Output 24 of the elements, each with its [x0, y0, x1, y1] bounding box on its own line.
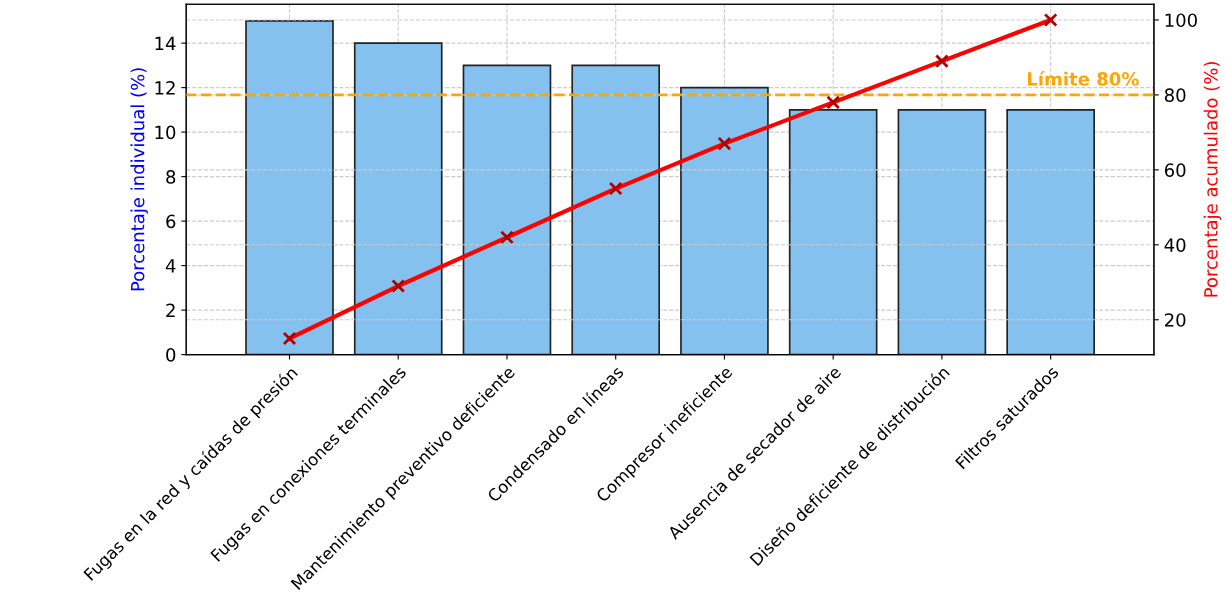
y2-tick-label: 100 — [1165, 13, 1197, 28]
bar — [571, 64, 661, 355]
y2-tick-label: 40 — [1164, 238, 1186, 252]
y-tick-label: 12 — [155, 81, 175, 95]
y2-tick-label: 20 — [1165, 313, 1186, 327]
y2-axis-title: Porcentaje acumulado (%) — [1203, 62, 1222, 297]
bar — [353, 42, 443, 355]
y-tick-label: 4 — [165, 259, 176, 273]
y-tick-label: 6 — [166, 214, 176, 229]
y-tick-label: 10 — [155, 125, 176, 140]
bar — [788, 109, 878, 355]
bar — [680, 86, 769, 355]
y2-tick-label: 60 — [1164, 163, 1186, 177]
y-axis-title: Porcentaje individual (%) — [130, 68, 148, 291]
ref-line-label: Límite 80% — [1028, 71, 1139, 86]
bar — [1006, 109, 1095, 355]
bar — [245, 20, 334, 355]
y2-tick-label: 80 — [1164, 88, 1186, 103]
y-tick-label: 0 — [166, 348, 176, 362]
bar — [462, 64, 552, 355]
y-tick-label: 8 — [166, 170, 176, 184]
y-tick-label: 2 — [166, 303, 175, 317]
y-tick-label: 14 — [155, 36, 176, 50]
bar — [897, 109, 987, 355]
